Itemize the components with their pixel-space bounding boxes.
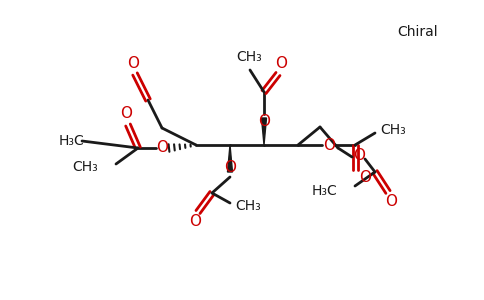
Text: O: O <box>275 56 287 71</box>
Text: O: O <box>156 140 168 154</box>
Text: CH₃: CH₃ <box>380 123 406 137</box>
Text: Chiral: Chiral <box>398 25 439 39</box>
Text: O: O <box>353 148 365 164</box>
Text: O: O <box>258 115 270 130</box>
Text: H₃C: H₃C <box>59 134 85 148</box>
Text: O: O <box>224 160 236 175</box>
Text: O: O <box>385 194 397 208</box>
Text: O: O <box>189 214 201 230</box>
Text: O: O <box>127 56 139 70</box>
Polygon shape <box>227 145 232 172</box>
Text: CH₃: CH₃ <box>236 50 262 64</box>
Text: O: O <box>359 170 371 185</box>
Text: O: O <box>323 137 335 152</box>
Text: H₃C: H₃C <box>311 184 337 198</box>
Polygon shape <box>261 118 267 145</box>
Text: CH₃: CH₃ <box>72 160 98 174</box>
Text: O: O <box>120 106 132 122</box>
Text: CH₃: CH₃ <box>235 199 261 213</box>
